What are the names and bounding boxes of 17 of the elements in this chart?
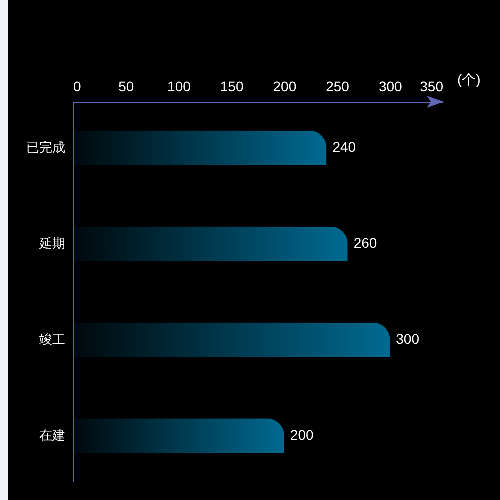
y-tick-label: 已完成 [26, 140, 66, 156]
x-tick-label: 250 [326, 78, 350, 94]
x-tick-label: 100 [168, 78, 192, 94]
x-tick-label: 150 [220, 78, 244, 94]
x-tick-label: 50 [118, 78, 134, 94]
x-tick-label: 300 [378, 78, 403, 94]
data-label: 300 [396, 330, 420, 347]
y-tick-label: 在建 [40, 428, 66, 443]
x-axis-title: (个) [458, 72, 481, 88]
data-label: 240 [332, 139, 356, 156]
x-tick-label: 0 [74, 78, 82, 94]
y-tick-label: 竣工 [40, 332, 66, 347]
data-label: 260 [354, 235, 378, 252]
x-tick-label: 350 [420, 78, 444, 94]
y-tick-label: 延期 [38, 236, 66, 252]
x-tick-label: 200 [273, 78, 297, 94]
data-label: 200 [290, 426, 314, 443]
